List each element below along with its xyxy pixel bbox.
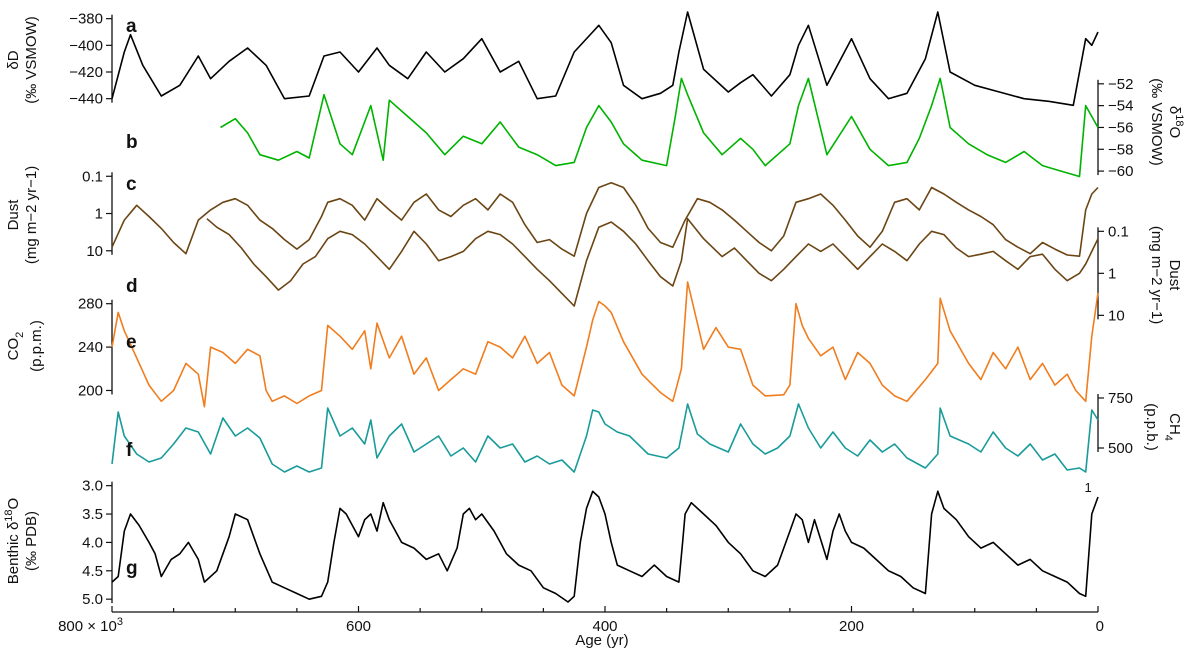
y-tick-label-g: 4.0: [82, 534, 103, 551]
x-tick-exponent: 3: [117, 616, 123, 628]
panel-letter-e: e: [126, 332, 137, 353]
y-tick-label-e: 280: [78, 296, 103, 313]
text: O: [1166, 126, 1183, 138]
y-tick-label-e: 240: [78, 339, 103, 356]
y-axis-title-line: Dust: [1166, 260, 1183, 292]
superscript: 18: [3, 509, 15, 521]
y-axis-title-line: (p.p.b.): [1143, 403, 1160, 451]
y-tick-label-a: −420: [69, 64, 103, 81]
y-axis-title-d: Dust(mg m−2 yr−1): [1148, 226, 1183, 324]
series-line-d: [206, 217, 1099, 307]
panel-letter-a: a: [126, 16, 137, 37]
y-tick-label-b: −52: [1108, 76, 1133, 93]
x-tick-label: 600: [346, 618, 371, 635]
y-tick-label-f: 750: [1108, 390, 1133, 407]
axes-layer: [106, 14, 1104, 613]
y-axis-title-line: (mg m−2 yr−1): [23, 166, 40, 264]
y-tick-label-a: −380: [69, 11, 103, 28]
series-layer: [111, 11, 1099, 603]
y-axis-title-line: (‰ PDB): [23, 511, 40, 571]
series-line-g: [111, 490, 1099, 603]
y-tick-label-g: 3.5: [82, 506, 103, 523]
y-tick-label-f: 500: [1108, 440, 1133, 457]
series-line-c: [111, 182, 1099, 257]
panel-letter-g: g: [126, 558, 138, 579]
y-axis-title-b: δ18O(‰ VSMOW): [1148, 78, 1185, 166]
y-tick-label-b: −58: [1108, 141, 1133, 158]
y-tick-label-e: 200: [78, 382, 103, 399]
x-tick-label: 400: [592, 618, 617, 635]
y-axis-title-a: δD(‰ VSMOW): [5, 16, 40, 104]
y-tick-label-a: −400: [69, 37, 103, 54]
y-axis-title-line: CH4: [1162, 413, 1183, 441]
y-axis-title-line: (‰ VSMOW): [23, 16, 40, 104]
y-tick-label-b: −56: [1108, 119, 1133, 136]
y-axis-title-line: δ18O: [1166, 106, 1185, 138]
x-axis-title: Age (yr): [575, 632, 628, 649]
y-axis-title-line: Benthic δ18O: [3, 498, 22, 584]
panel-letter-b: b: [126, 132, 138, 153]
series-line-b: [220, 77, 1099, 178]
y-axis-title-e: CO2 (p.p.m.): [5, 320, 45, 372]
y-tick-label-c: 1: [95, 206, 103, 223]
panel-letter-d: d: [126, 276, 138, 297]
y-tick-label-b: −54: [1108, 98, 1133, 115]
y-axis-title-f: CH4(p.p.b.): [1143, 403, 1183, 451]
y-tick-label-g: 3.0: [82, 478, 103, 495]
y-tick-label-d: 10: [1108, 307, 1125, 324]
y-axis-title-g: Benthic δ18O(‰ PDB): [3, 498, 40, 584]
panel-letter-c: c: [126, 174, 137, 195]
superscript: 18: [1173, 114, 1185, 126]
x-tick-label: 0: [1096, 618, 1104, 635]
y-tick-label-c: 0.1: [82, 168, 103, 185]
y-tick-label-g: 4.5: [82, 563, 103, 580]
subscript: 4: [1162, 435, 1174, 441]
series-line-e: [111, 281, 1099, 408]
y-axis-title-line: δD: [5, 50, 22, 69]
y-tick-label-g: 5.0: [82, 591, 103, 608]
y-axis-title-line: (mg m−2 yr−1): [1148, 226, 1165, 324]
y-axis-title-c: Dust(mg m−2 yr−1): [5, 166, 40, 264]
text-layer: Age (yr) 800 × 103 600 400 200 0 −380 −400 −420…: [3, 11, 1185, 649]
y-tick-label-b: −60: [1108, 163, 1133, 180]
y-axis-title-line: CO2: [5, 332, 26, 361]
y-tick-label-d: 0.1: [1108, 223, 1129, 240]
x-tick-label: 800 × 103: [58, 616, 123, 635]
y-axis-title-line: (p.p.m.): [28, 320, 45, 372]
y-axis-title-line: (‰ VSMOW): [1148, 78, 1165, 166]
y-axis-title-line: Dust: [5, 199, 22, 231]
y-tick-label-d: 1: [1108, 265, 1116, 282]
x-tick-label: 200: [839, 618, 864, 635]
series-line-f: [111, 403, 1099, 473]
subscript: 2: [14, 332, 26, 338]
text: O: [5, 498, 22, 510]
y-tick-label-a: −440: [69, 91, 103, 108]
y-tick-label-c: 10: [86, 243, 103, 260]
series-line-a: [111, 11, 1099, 107]
panel-letter-f: f: [126, 440, 133, 461]
annotation-label: 1: [1085, 480, 1092, 495]
